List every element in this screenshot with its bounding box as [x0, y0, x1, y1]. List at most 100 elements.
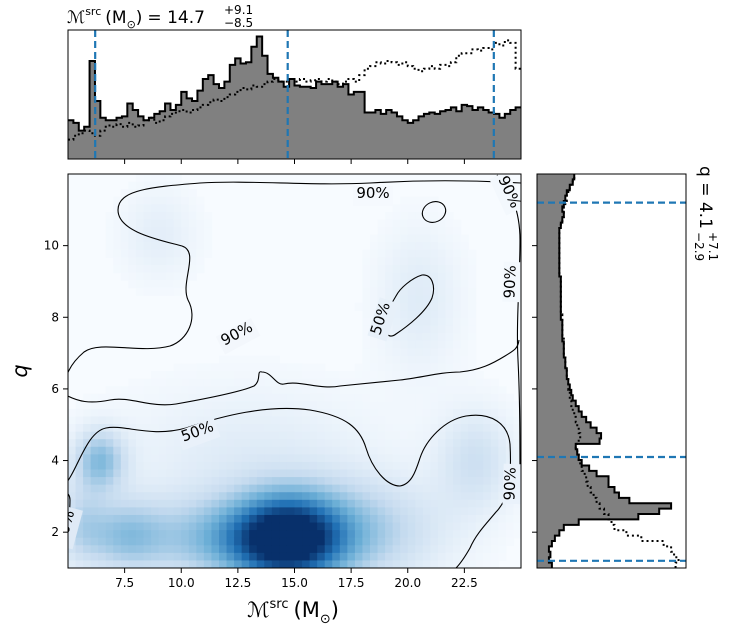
- density-cell: [158, 552, 167, 562]
- density-cell: [226, 537, 235, 546]
- density-cell: [460, 446, 469, 455]
- density-cell: [196, 545, 205, 554]
- density-cell: [113, 552, 122, 562]
- density-cell: [430, 302, 439, 311]
- density-cell: [385, 469, 394, 478]
- density-cell: [256, 355, 265, 365]
- density-cell: [347, 552, 356, 562]
- mc-hist-solid-fill: [68, 36, 521, 159]
- density-cell: [219, 454, 228, 463]
- density-cell: [392, 378, 401, 387]
- density-cell: [166, 499, 175, 508]
- density-cell: [392, 249, 401, 258]
- density-cell: [332, 401, 341, 410]
- density-cell: [120, 431, 129, 440]
- density-cell: [83, 446, 92, 455]
- density-cell: [422, 234, 431, 243]
- density-cell: [468, 280, 477, 289]
- density-cell: [445, 340, 454, 349]
- density-cell: [166, 393, 175, 402]
- density-cell: [264, 454, 273, 463]
- density-cell: [173, 454, 182, 463]
- density-cell: [422, 219, 431, 228]
- density-cell: [339, 446, 348, 455]
- density-cell: [453, 461, 462, 471]
- density-cell: [392, 280, 401, 289]
- density-cell: [483, 545, 492, 554]
- density-cell: [453, 537, 462, 546]
- density-cell: [196, 469, 205, 478]
- density-cell: [135, 477, 145, 486]
- density-cell: [203, 492, 213, 501]
- density-cell: [309, 492, 318, 501]
- density-cell: [362, 249, 371, 258]
- density-cell: [430, 454, 439, 463]
- density-cell: [286, 446, 296, 455]
- density-cell: [264, 499, 273, 508]
- density-cell: [166, 537, 175, 546]
- density-cell: [377, 530, 386, 539]
- density-cell: [151, 416, 160, 425]
- density-cell: [98, 507, 107, 516]
- y-axis-label: q: [8, 364, 32, 377]
- density-cell: [422, 242, 431, 251]
- contour-90-small-island: [421, 201, 447, 223]
- density-cell: [354, 499, 364, 508]
- density-cell: [468, 287, 477, 296]
- density-cell: [354, 363, 364, 372]
- density-cell: [437, 477, 447, 486]
- density-cell: [249, 424, 258, 433]
- density-cell: [120, 249, 129, 258]
- density-cell: [302, 446, 311, 455]
- density-cell: [453, 272, 462, 281]
- density-cell: [279, 408, 288, 418]
- density-cell: [430, 469, 439, 478]
- density-cell: [173, 363, 182, 372]
- density-cell: [415, 325, 424, 334]
- density-cell: [445, 378, 454, 387]
- density-cell: [460, 469, 469, 478]
- density-cell: [468, 461, 477, 471]
- density-cell: [430, 477, 439, 486]
- density-cell: [317, 424, 326, 433]
- density-cell: [422, 287, 431, 296]
- density-cell: [181, 280, 190, 289]
- density-cell: [415, 401, 424, 410]
- density-cell: [241, 378, 250, 387]
- density-cell: [354, 416, 364, 425]
- density-cell: [339, 545, 348, 554]
- density-cell: [317, 363, 326, 372]
- density-cell: [468, 393, 477, 402]
- density-cell: [392, 211, 401, 221]
- density-cell: [475, 477, 484, 486]
- density-cell: [75, 461, 84, 471]
- density-cell: [324, 393, 333, 402]
- density-cell: [392, 424, 401, 433]
- density-cell: [294, 454, 303, 463]
- density-cell: [339, 371, 348, 380]
- density-cell: [483, 454, 492, 463]
- density-cell: [256, 408, 265, 418]
- density-cell: [422, 371, 431, 380]
- density-cell: [173, 530, 182, 539]
- density-cell: [354, 371, 364, 380]
- density-cell: [415, 257, 424, 266]
- density-cell: [249, 477, 258, 486]
- density-cell: [158, 174, 167, 183]
- density-cell: [475, 514, 484, 524]
- density-cell: [400, 317, 409, 327]
- density-cell: [181, 454, 190, 463]
- density-cell: [422, 363, 431, 372]
- density-cell: [68, 454, 77, 463]
- density-cell: [151, 446, 160, 455]
- density-cell: [264, 401, 273, 410]
- density-cell: [347, 499, 356, 508]
- density-cell: [234, 461, 243, 471]
- density-cell: [407, 249, 416, 258]
- density-cell: [234, 363, 243, 372]
- density-cell: [181, 249, 190, 258]
- density-cell: [120, 446, 129, 455]
- density-cell: [347, 560, 356, 568]
- density-cell: [128, 196, 137, 205]
- density-cell: [158, 499, 167, 508]
